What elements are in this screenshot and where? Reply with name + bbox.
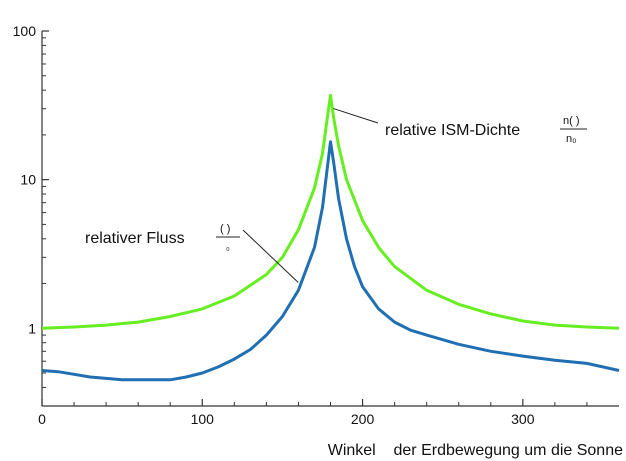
y-tick-label: 10 <box>20 172 36 188</box>
flux-label: relativer Fluss <box>85 230 185 247</box>
y-tick-label: 1 <box>28 320 36 336</box>
ism-density-label: relative ISM-Dichte <box>385 122 520 139</box>
ism-callout-line <box>333 108 379 124</box>
x-tick-label: 0 <box>38 411 46 427</box>
ism-fraction-denominator: n₀ <box>566 133 577 145</box>
flux-series-line <box>41 140 620 382</box>
y-tick-label: 100 <box>13 23 37 39</box>
ism-density-series-line <box>41 93 620 330</box>
flux-callout-line <box>242 229 299 283</box>
x-tick-label: 300 <box>511 411 535 427</box>
axes: 0 100 200 300 1 10 100 <box>13 23 619 427</box>
x-tick-label: 200 <box>351 411 375 427</box>
flux-fraction-numerator: ( ) <box>220 223 230 235</box>
flux-fraction-denominator: ₀ <box>226 242 230 252</box>
annotations: relative ISM-Dichte n( ) n₀ relativer Fluss… <box>85 108 587 283</box>
series-lines <box>41 93 620 382</box>
x-tick-label: 100 <box>191 411 215 427</box>
x-axis-title: Winkel der Erdbewegung um die Sonne <box>328 442 623 459</box>
ism-fraction-numerator: n( ) <box>563 115 580 127</box>
